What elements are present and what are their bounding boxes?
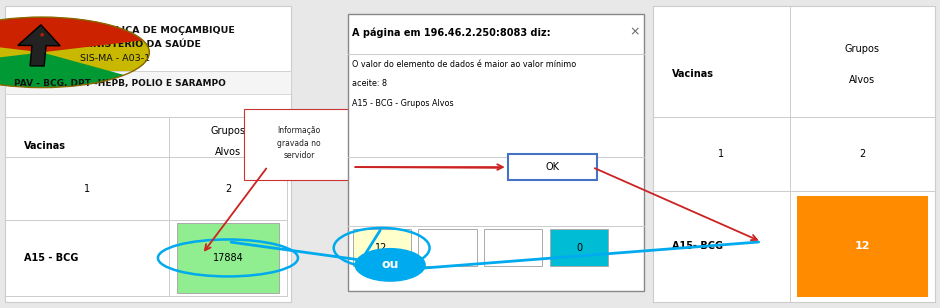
Text: Grupos: Grupos [211,126,245,136]
Text: O valor do elemento de dados é maior ao valor mínimo: O valor do elemento de dados é maior ao … [352,60,577,69]
FancyBboxPatch shape [550,229,608,266]
Text: A15 - BCG - Grupos Alvos: A15 - BCG - Grupos Alvos [352,99,454,108]
Wedge shape [0,52,124,87]
FancyBboxPatch shape [797,196,928,297]
Text: A página em 196.46.2.250:8083 diz:: A página em 196.46.2.250:8083 diz: [352,27,551,38]
Text: 17884: 17884 [212,253,243,263]
Ellipse shape [354,248,426,282]
Text: A15- BCG: A15- BCG [672,241,723,251]
Text: Alvos: Alvos [850,75,875,85]
Text: Alvos: Alvos [215,148,241,157]
Wedge shape [0,17,143,52]
Text: A15 - BCG: A15 - BCG [24,253,78,263]
Text: Grupos: Grupos [845,44,880,54]
Text: Vacinas: Vacinas [672,69,714,79]
FancyBboxPatch shape [244,109,352,180]
Text: 12: 12 [854,241,870,251]
Text: 2: 2 [859,149,866,159]
Text: aceite: 8: aceite: 8 [352,79,387,88]
Text: 2: 2 [225,184,231,194]
FancyBboxPatch shape [653,6,935,302]
Text: ★: ★ [39,32,45,38]
Text: Informação
gravada no
servidor: Informação gravada no servidor [277,126,321,160]
FancyBboxPatch shape [177,223,279,293]
Text: ou: ou [382,258,399,271]
Text: 1: 1 [84,184,90,194]
FancyBboxPatch shape [5,6,291,302]
FancyBboxPatch shape [508,154,597,180]
FancyBboxPatch shape [348,14,644,291]
Text: 12: 12 [375,243,388,253]
FancyBboxPatch shape [352,229,411,266]
Text: OK: OK [545,162,559,172]
Text: Vacinas: Vacinas [24,141,66,151]
FancyBboxPatch shape [418,229,477,266]
Circle shape [0,17,149,87]
Text: MINISTÉRIO DA SAÚDE: MINISTÉRIO DA SAÚDE [80,40,201,49]
Text: SIS-MA - A03-1: SIS-MA - A03-1 [80,54,150,63]
FancyBboxPatch shape [5,71,291,94]
Text: 1: 1 [718,149,725,159]
Text: PAV - BCG, DPT -HEPB, POLIO E SARAMPO: PAV - BCG, DPT -HEPB, POLIO E SARAMPO [14,79,226,88]
FancyArrow shape [18,25,60,66]
Text: REPÚBLICA DE MOÇAMBIQUE: REPÚBLICA DE MOÇAMBIQUE [80,24,235,34]
FancyBboxPatch shape [484,229,542,266]
Text: 0: 0 [576,243,582,253]
Text: ×: × [629,26,640,39]
